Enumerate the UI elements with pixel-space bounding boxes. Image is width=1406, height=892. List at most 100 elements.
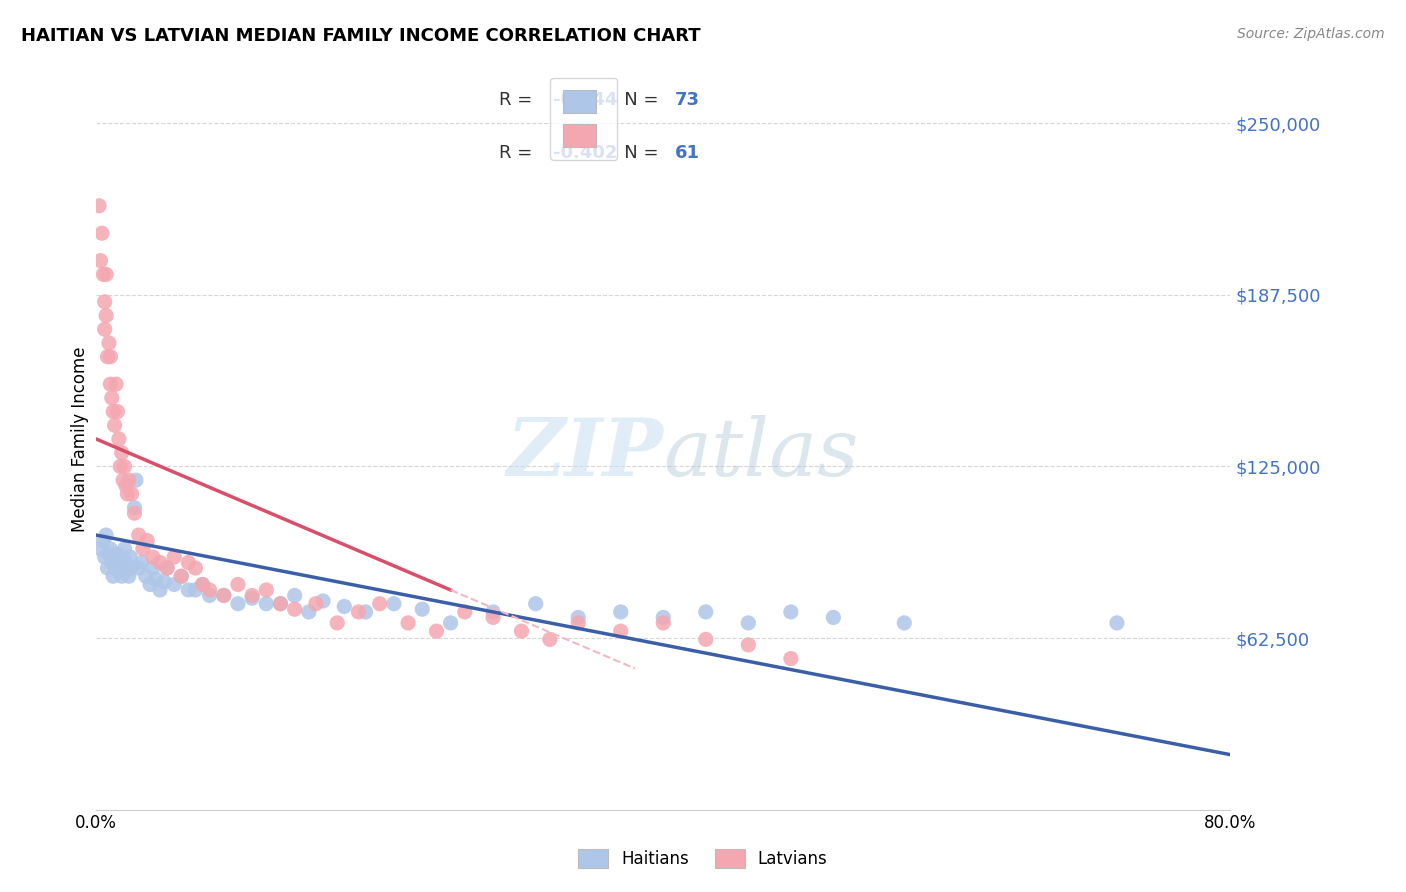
Point bbox=[125, 473, 148, 487]
Point bbox=[454, 605, 477, 619]
Text: atlas: atlas bbox=[664, 415, 859, 492]
Point bbox=[142, 549, 165, 564]
Point bbox=[212, 589, 235, 603]
Point bbox=[111, 569, 134, 583]
Text: ZIP: ZIP bbox=[506, 415, 664, 492]
Point bbox=[411, 602, 433, 616]
Text: -0.644: -0.644 bbox=[553, 91, 617, 109]
Point bbox=[425, 624, 447, 639]
Point bbox=[695, 632, 717, 647]
Point bbox=[89, 541, 111, 556]
Point bbox=[779, 651, 801, 665]
Point bbox=[184, 582, 207, 597]
Point bbox=[91, 533, 114, 548]
Point bbox=[98, 541, 121, 556]
Point bbox=[112, 473, 135, 487]
Point bbox=[145, 572, 167, 586]
Point bbox=[101, 391, 124, 405]
Point bbox=[298, 605, 321, 619]
Point bbox=[354, 605, 377, 619]
Point bbox=[121, 561, 143, 575]
Point bbox=[115, 478, 138, 492]
Point bbox=[652, 615, 675, 630]
Point bbox=[94, 528, 117, 542]
Y-axis label: Median Family Income: Median Family Income bbox=[72, 346, 89, 532]
Point bbox=[226, 577, 249, 591]
Point bbox=[103, 569, 125, 583]
Point bbox=[177, 556, 200, 570]
Point bbox=[326, 615, 349, 630]
Point bbox=[131, 556, 153, 570]
Point bbox=[347, 605, 370, 619]
Point bbox=[105, 561, 128, 575]
Point bbox=[156, 561, 179, 575]
Point bbox=[240, 591, 263, 606]
Point bbox=[120, 549, 142, 564]
Point bbox=[108, 564, 131, 578]
Point bbox=[105, 377, 128, 392]
Point bbox=[609, 624, 631, 639]
Point bbox=[240, 589, 263, 603]
Point bbox=[136, 533, 159, 548]
Point bbox=[96, 561, 118, 575]
Point bbox=[482, 605, 505, 619]
Point bbox=[104, 549, 127, 564]
Text: N =: N = bbox=[606, 91, 664, 109]
Point bbox=[170, 569, 193, 583]
Point bbox=[103, 404, 125, 418]
Point bbox=[94, 309, 117, 323]
Point bbox=[93, 294, 115, 309]
Point bbox=[135, 569, 157, 583]
Point bbox=[1105, 615, 1128, 630]
Point bbox=[108, 432, 131, 446]
Text: N =: N = bbox=[606, 144, 664, 162]
Point bbox=[823, 610, 845, 624]
Point bbox=[142, 561, 165, 575]
Legend: , : , bbox=[551, 78, 617, 160]
Point bbox=[482, 610, 505, 624]
Point bbox=[98, 350, 121, 364]
Point bbox=[114, 459, 136, 474]
Point bbox=[101, 556, 124, 570]
Point bbox=[269, 597, 291, 611]
Point bbox=[269, 597, 291, 611]
Point bbox=[737, 638, 759, 652]
Point bbox=[149, 556, 172, 570]
Point bbox=[124, 500, 146, 515]
Text: HAITIAN VS LATVIAN MEDIAN FAMILY INCOME CORRELATION CHART: HAITIAN VS LATVIAN MEDIAN FAMILY INCOME … bbox=[21, 27, 700, 45]
Point bbox=[312, 594, 335, 608]
Point bbox=[107, 547, 129, 561]
Point bbox=[94, 268, 117, 282]
Point bbox=[652, 610, 675, 624]
Point bbox=[90, 226, 112, 240]
Point bbox=[284, 589, 307, 603]
Point bbox=[87, 199, 110, 213]
Point bbox=[567, 610, 589, 624]
Point bbox=[191, 577, 214, 591]
Point bbox=[439, 615, 461, 630]
Text: 61: 61 bbox=[675, 144, 700, 162]
Point bbox=[117, 487, 139, 501]
Point bbox=[893, 615, 915, 630]
Point bbox=[139, 577, 162, 591]
Point bbox=[184, 561, 207, 575]
Legend: Haitians, Latvians: Haitians, Latvians bbox=[572, 843, 834, 875]
Point bbox=[153, 574, 176, 589]
Point bbox=[198, 582, 221, 597]
Text: R =: R = bbox=[499, 144, 538, 162]
Point bbox=[128, 561, 150, 575]
Point bbox=[97, 335, 120, 350]
Point bbox=[524, 597, 547, 611]
Point bbox=[96, 350, 118, 364]
Point bbox=[382, 597, 405, 611]
Point bbox=[111, 446, 134, 460]
Point bbox=[779, 605, 801, 619]
Text: R =: R = bbox=[499, 91, 538, 109]
Point bbox=[115, 556, 138, 570]
Point bbox=[254, 597, 277, 611]
Point bbox=[510, 624, 533, 639]
Point bbox=[305, 597, 328, 611]
Point bbox=[333, 599, 356, 614]
Point bbox=[107, 404, 129, 418]
Point bbox=[98, 377, 121, 392]
